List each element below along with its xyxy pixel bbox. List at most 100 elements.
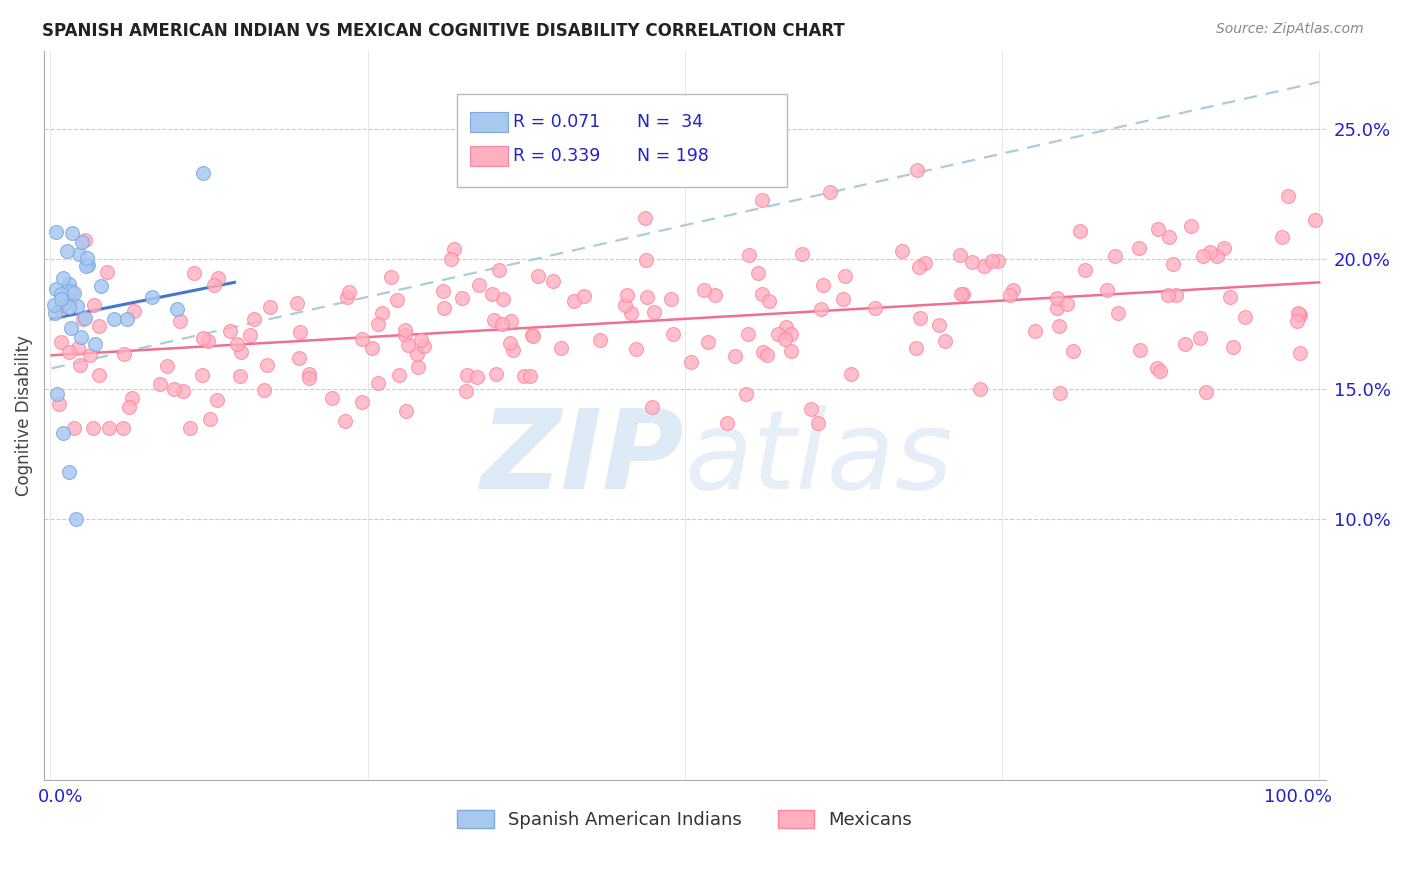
Point [219, 324, 242, 338]
Point [115, 311, 138, 326]
Point [96, 265, 118, 279]
Point [191, 166, 214, 180]
Point [1174, 337, 1197, 351]
Point [775, 332, 797, 346]
Text: ZIP: ZIP [481, 405, 685, 512]
Point [1192, 249, 1215, 263]
Point [613, 298, 636, 312]
Point [751, 194, 773, 208]
Point [394, 323, 416, 337]
Point [48, 397, 70, 411]
Point [406, 359, 429, 374]
Text: atlas: atlas [685, 405, 953, 512]
Point [285, 296, 308, 310]
Point [1049, 385, 1071, 400]
Point [738, 248, 761, 262]
Point [243, 311, 266, 326]
Point [1095, 284, 1118, 298]
Point [413, 339, 436, 353]
Point [394, 327, 416, 342]
Point [440, 252, 463, 266]
Point [409, 333, 432, 347]
Point [790, 247, 813, 261]
Point [385, 293, 408, 307]
Point [396, 338, 419, 352]
Point [969, 383, 991, 397]
Point [59, 320, 82, 334]
Point [807, 416, 830, 430]
Point [229, 345, 252, 359]
Point [492, 292, 515, 306]
Point [737, 326, 759, 341]
Point [65, 512, 87, 526]
Point [361, 341, 384, 355]
Point [1305, 213, 1327, 227]
Point [775, 319, 797, 334]
Point [69, 330, 91, 344]
Point [58, 277, 80, 292]
Point [1199, 244, 1222, 259]
Text: SPANISH AMERICAN INDIAN VS MEXICAN COGNITIVE DISABILITY CORRELATION CHART: SPANISH AMERICAN INDIAN VS MEXICAN COGNI… [42, 22, 845, 40]
Point [58, 301, 80, 315]
Point [202, 277, 225, 292]
Point [634, 211, 657, 225]
Point [1146, 222, 1168, 236]
Point [73, 233, 96, 247]
Point [1161, 257, 1184, 271]
Point [350, 395, 373, 409]
Point [97, 421, 120, 435]
Point [1128, 241, 1150, 255]
Point [468, 277, 491, 292]
Point [52, 270, 75, 285]
Point [336, 290, 359, 304]
Point [183, 266, 205, 280]
Point [63, 286, 86, 301]
Point [191, 368, 214, 383]
Point [156, 359, 179, 373]
Point [87, 319, 110, 334]
Point [636, 253, 658, 268]
Text: 0.0%: 0.0% [38, 789, 83, 806]
Point [502, 343, 524, 358]
Point [522, 327, 544, 342]
Point [205, 392, 228, 407]
Point [367, 317, 389, 331]
Point [82, 421, 104, 435]
Point [298, 370, 321, 384]
Point [928, 318, 950, 333]
Point [751, 286, 773, 301]
Point [564, 293, 586, 308]
Point [766, 327, 789, 342]
Point [755, 348, 778, 362]
Point [58, 466, 80, 480]
Text: R = 0.339: R = 0.339 [513, 147, 600, 165]
Point [512, 369, 534, 384]
Point [949, 287, 972, 301]
Point [960, 254, 983, 268]
Point [696, 335, 718, 350]
Point [90, 279, 112, 293]
Text: R = 0.071: R = 0.071 [513, 113, 600, 131]
Point [1289, 346, 1312, 360]
Point [1046, 291, 1069, 305]
Point [905, 341, 928, 355]
Point [172, 384, 194, 398]
Point [288, 325, 311, 339]
Point [1157, 229, 1180, 244]
Point [229, 368, 252, 383]
Point [498, 335, 520, 350]
Point [934, 334, 956, 349]
Point [226, 337, 249, 351]
Point [60, 285, 83, 299]
Point [488, 263, 510, 277]
Point [1219, 290, 1241, 304]
Point [42, 298, 65, 312]
Point [643, 305, 665, 319]
Point [758, 293, 780, 308]
Point [543, 273, 565, 287]
Point [118, 401, 141, 415]
Text: N =  34: N = 34 [637, 113, 703, 131]
Point [198, 412, 221, 426]
Text: N = 198: N = 198 [637, 147, 709, 165]
Point [51, 293, 73, 307]
